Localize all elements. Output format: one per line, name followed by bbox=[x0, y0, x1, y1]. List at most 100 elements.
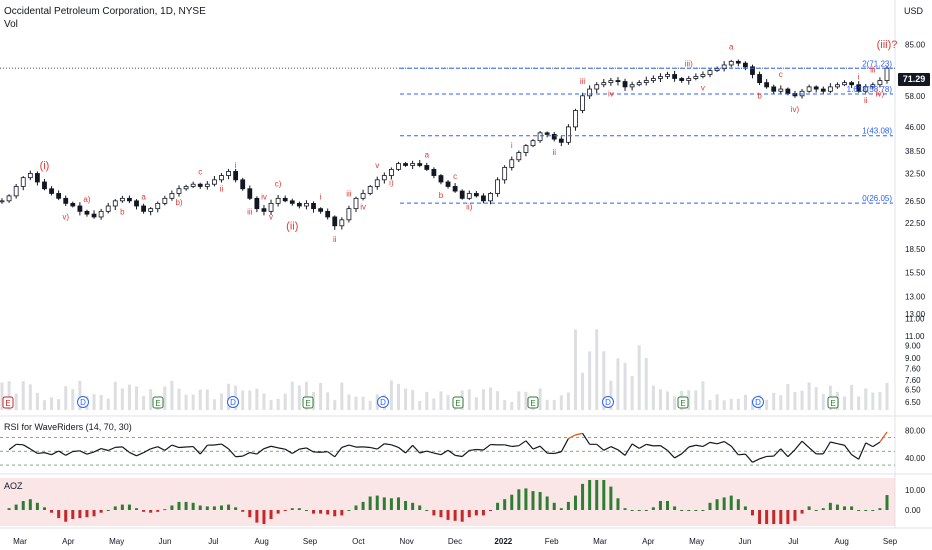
rsi-line-segment bbox=[447, 449, 456, 456]
price-candle bbox=[537, 132, 543, 142]
rsi-line-segment bbox=[72, 450, 80, 453]
price-candle bbox=[325, 210, 331, 218]
rsi-line-segment bbox=[744, 453, 753, 463]
aoz-bar bbox=[545, 496, 549, 510]
rsi-line-segment bbox=[674, 453, 682, 459]
aoz-bar bbox=[184, 501, 188, 510]
aoz-bar bbox=[297, 508, 301, 510]
volume-bar bbox=[50, 397, 54, 410]
dividend-marker-label: D bbox=[605, 398, 611, 407]
rsi-line-segment bbox=[8, 443, 17, 451]
rsi-line-segment bbox=[391, 444, 399, 448]
price-candle bbox=[0, 200, 5, 203]
wave-label: c bbox=[779, 70, 783, 79]
price-candle bbox=[254, 197, 260, 210]
aoz-bar bbox=[347, 510, 351, 511]
aoz-bar bbox=[156, 510, 160, 512]
aoz-bar bbox=[878, 508, 882, 510]
aoz-bar bbox=[312, 510, 316, 514]
price-tick-label: 18.50 bbox=[905, 245, 926, 254]
aoz-bar bbox=[786, 510, 790, 524]
time-tick-label: Oct bbox=[352, 537, 365, 546]
aoz-bar bbox=[149, 510, 153, 513]
price-candle bbox=[509, 159, 515, 168]
aoz-bar bbox=[205, 506, 209, 510]
volume-bar bbox=[64, 386, 68, 410]
wave-label: v bbox=[701, 83, 705, 92]
dividend-marker bbox=[602, 396, 614, 408]
price-candle bbox=[785, 88, 791, 94]
price-candle bbox=[856, 84, 862, 92]
price-candle bbox=[360, 193, 366, 199]
price-tick-label: 26.50 bbox=[905, 197, 926, 206]
rsi-line-segment bbox=[844, 444, 853, 455]
price-candle bbox=[119, 197, 125, 202]
price-tick-label: 6.50 bbox=[905, 385, 921, 394]
rsi-line-segment bbox=[568, 434, 576, 440]
aoz-bar bbox=[212, 506, 216, 510]
aoz-bar bbox=[198, 505, 202, 510]
wave-label: iv) bbox=[876, 90, 885, 99]
price-candle bbox=[495, 179, 501, 194]
volume-bar bbox=[814, 387, 818, 410]
volume-bar bbox=[297, 385, 301, 410]
volume-bar bbox=[319, 382, 323, 410]
earnings-marker bbox=[827, 396, 839, 409]
rsi-line-segment bbox=[638, 443, 647, 449]
earnings-marker-label: E bbox=[830, 399, 835, 408]
fib-level-label: 0(26.05) bbox=[862, 194, 892, 203]
wave-label: ii bbox=[220, 185, 224, 194]
price-candle bbox=[884, 67, 890, 81]
rsi-line-segment bbox=[320, 451, 328, 453]
rsi-line-segment bbox=[199, 444, 208, 455]
volume-bar bbox=[821, 394, 825, 410]
aoz-bar bbox=[496, 502, 500, 510]
rsi-line-segment bbox=[405, 444, 414, 454]
aoz-bar bbox=[715, 499, 719, 510]
rsi-line-segment bbox=[376, 443, 385, 450]
volume-bar bbox=[602, 351, 606, 410]
aoz-bar bbox=[248, 510, 252, 518]
volume-bar bbox=[177, 388, 181, 410]
rsi-line-segment bbox=[709, 441, 718, 445]
rsi-line-segment bbox=[469, 448, 477, 452]
price-candle bbox=[735, 60, 741, 64]
price-candle bbox=[155, 202, 161, 210]
price-candle bbox=[714, 68, 720, 72]
aoz-bar bbox=[722, 497, 726, 510]
aoz-bar bbox=[616, 498, 620, 510]
rsi-line-segment bbox=[412, 444, 421, 454]
rsi-line-segment bbox=[86, 451, 95, 455]
price-candle bbox=[353, 197, 359, 210]
volume-bar bbox=[78, 380, 82, 410]
wave-label: b bbox=[120, 207, 125, 216]
wave-label: v bbox=[375, 161, 379, 170]
price-candle bbox=[877, 80, 883, 86]
price-tick-label: 58.00 bbox=[905, 92, 926, 101]
earnings-marker-label: E bbox=[455, 399, 460, 408]
volume-bar bbox=[418, 400, 422, 410]
wave-label: iv bbox=[261, 192, 267, 201]
price-candle bbox=[240, 179, 246, 190]
wave-label: c bbox=[453, 172, 457, 181]
price-candle bbox=[672, 74, 677, 79]
aoz-bar bbox=[255, 510, 259, 523]
aoz-bar bbox=[453, 510, 457, 521]
wave-label: (ii) bbox=[286, 220, 298, 232]
rsi-line-segment bbox=[278, 447, 286, 450]
aoz-bar bbox=[793, 510, 797, 521]
aoz-bar bbox=[467, 510, 471, 518]
time-tick-label: May bbox=[689, 537, 704, 546]
rsi-line-segment bbox=[851, 454, 860, 460]
price-candle bbox=[13, 186, 19, 197]
earnings-marker bbox=[302, 396, 314, 409]
volume-bar bbox=[772, 392, 776, 410]
rsi-line-segment bbox=[504, 444, 512, 448]
price-candle bbox=[91, 213, 97, 218]
wave-label: a) bbox=[83, 195, 90, 204]
price-tick-label: 7.60 bbox=[905, 364, 921, 373]
rsi-line-segment bbox=[398, 446, 406, 454]
price-candle bbox=[112, 200, 118, 207]
wave-label: ii bbox=[864, 96, 868, 105]
